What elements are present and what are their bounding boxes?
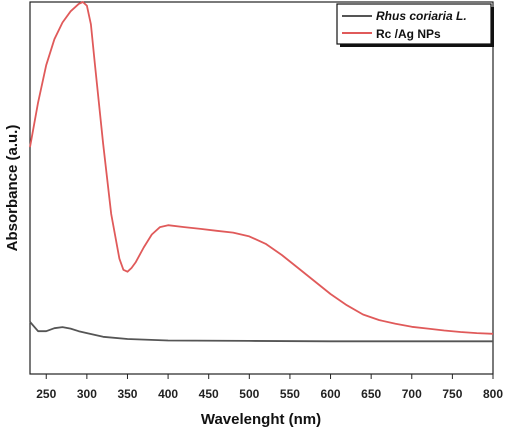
x-tick-label: 500 [239, 387, 259, 401]
series-line-rhus-coriaria [29, 321, 493, 343]
x-axis-ticks: 250 300 350 400 450 500 550 600 650 700 750 800 [36, 374, 503, 401]
x-axis-title: Wavelenght (nm) [201, 411, 321, 428]
x-tick-label: 400 [158, 387, 178, 401]
x-tick-label: 800 [483, 387, 503, 401]
legend-label-rhus-coriaria: Rhus coriaria L. [376, 9, 467, 23]
x-tick-label: 250 [36, 387, 56, 401]
legend-label-rc-ag-nps: Rc /Ag NPs [376, 27, 441, 41]
legend-shadow-right [491, 7, 494, 46]
series-lines [29, 1, 494, 343]
x-tick-label: 350 [117, 387, 137, 401]
x-tick-label: 600 [321, 387, 341, 401]
x-tick-label: 300 [77, 387, 97, 401]
y-axis-title: Absorbance (a.u.) [4, 125, 21, 252]
series-line-rc-ag-nps [29, 1, 494, 335]
x-tick-label: 750 [442, 387, 462, 401]
legend-shadow-bottom [340, 44, 494, 47]
x-tick-label: 700 [402, 387, 422, 401]
x-tick-label: 550 [280, 387, 300, 401]
legend: Rhus coriaria L. Rc /Ag NPs [336, 3, 494, 47]
legend-box [336, 3, 492, 45]
x-tick-label: 650 [361, 387, 381, 401]
x-tick-label: 450 [199, 387, 219, 401]
plot-frame [29, 1, 494, 375]
